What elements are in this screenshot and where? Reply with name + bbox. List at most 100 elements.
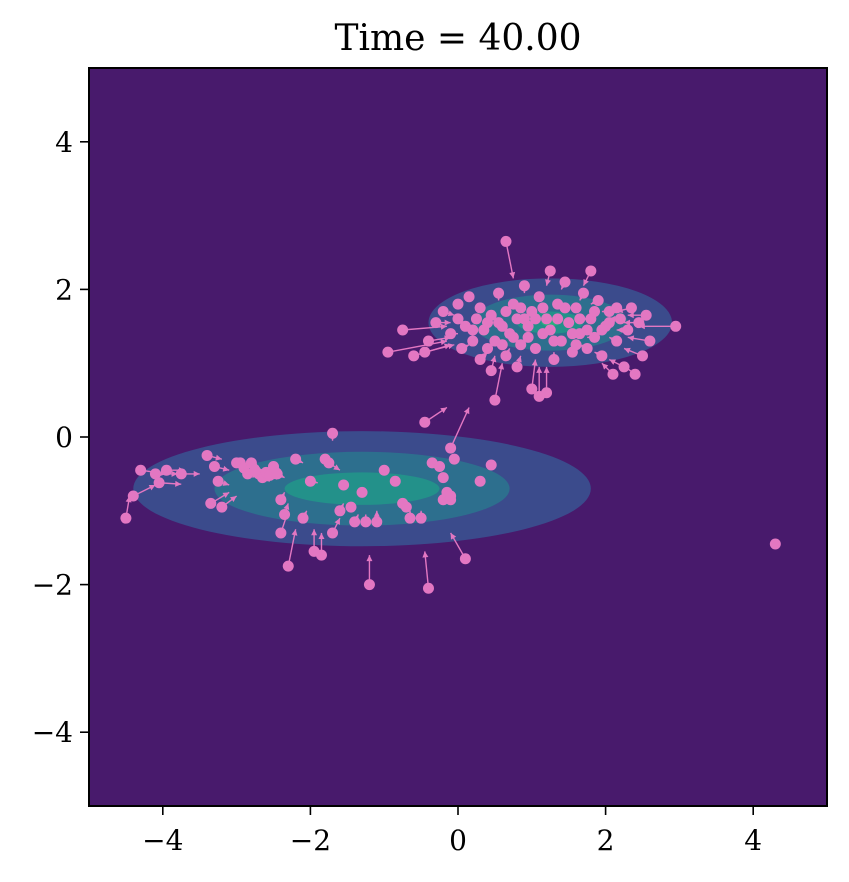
arrow-head: [125, 496, 132, 503]
particle-point: [120, 512, 132, 524]
particle-point: [212, 475, 224, 487]
arrow-head: [601, 363, 609, 370]
arrow-head: [193, 470, 200, 477]
arrow-head: [148, 484, 156, 491]
particle-point: [297, 512, 309, 524]
arrow-head: [536, 366, 543, 373]
particle-point: [625, 302, 637, 314]
arrow-head: [543, 366, 550, 373]
particle-point: [445, 442, 457, 454]
particle-point: [456, 342, 468, 354]
arrow-head: [624, 347, 631, 354]
particle-point: [559, 276, 571, 288]
particle-point: [474, 354, 486, 366]
particle-point: [459, 553, 471, 565]
particle-point: [327, 427, 339, 439]
particle-point: [271, 468, 283, 480]
arrow-head: [498, 363, 505, 370]
particle-point: [496, 339, 508, 351]
particle-point: [629, 368, 641, 380]
arrow-head: [175, 480, 182, 487]
velocity-arrow: [505, 241, 515, 279]
arrow-head: [627, 335, 635, 342]
arrow-head: [291, 529, 298, 536]
particle-point: [482, 342, 494, 354]
arrow-head: [444, 319, 451, 326]
particle-point: [404, 512, 416, 524]
particle-point: [640, 309, 652, 321]
particle-point: [644, 335, 656, 347]
particle-point: [448, 453, 460, 465]
arrow-head: [318, 532, 325, 539]
particle-point: [552, 313, 564, 325]
arrow-head: [490, 355, 497, 363]
particle-point: [515, 339, 527, 351]
y-tick-label: −2: [32, 569, 73, 602]
particle-point: [541, 313, 553, 325]
arrow-head: [334, 518, 340, 525]
particle-point: [349, 516, 361, 528]
particle-point: [463, 291, 475, 303]
particle-point: [526, 383, 538, 395]
arrow-head: [450, 532, 457, 540]
particle-point: [400, 501, 412, 513]
arrow-head: [222, 480, 230, 486]
x-tick-label: 4: [744, 824, 762, 857]
particle-point: [205, 497, 217, 509]
particle-point: [445, 328, 457, 340]
particle-point: [603, 317, 615, 329]
arrow-head: [624, 319, 631, 326]
particle-point: [175, 468, 187, 480]
particle-point: [548, 335, 560, 347]
arrow-head: [373, 510, 380, 517]
particle-point: [637, 350, 648, 362]
arrow-head: [222, 492, 230, 499]
particle-point: [338, 479, 350, 491]
arrow-head: [545, 279, 551, 286]
particle-point: [518, 313, 530, 325]
particle-point: [437, 306, 449, 318]
particle-point: [345, 501, 357, 513]
particle-point: [769, 538, 781, 550]
particle-point: [323, 457, 335, 469]
particle-point: [304, 475, 316, 487]
particle-point: [500, 350, 512, 362]
particle-point: [470, 313, 482, 325]
particle-point: [282, 560, 294, 572]
particle-point: [315, 549, 327, 561]
particle-point: [577, 287, 589, 299]
arrow-head: [333, 464, 340, 471]
particle-point: [216, 501, 228, 513]
particle-point: [518, 280, 530, 292]
arrow-head: [222, 465, 230, 472]
arrow-head: [230, 496, 237, 503]
particle-point: [607, 368, 619, 380]
arrow-head: [422, 551, 429, 558]
particle-point: [618, 361, 630, 373]
particle-point: [581, 342, 593, 354]
particle-point: [382, 346, 394, 358]
particle-point: [633, 317, 645, 329]
particle-point: [570, 339, 582, 351]
particle-point: [585, 265, 597, 277]
particle-point: [201, 449, 213, 461]
particle-point: [507, 331, 519, 343]
x-tick-label: 0: [449, 824, 467, 857]
arrow-head: [531, 359, 538, 366]
arrow-head: [481, 352, 488, 359]
particle-point: [544, 265, 556, 277]
particle-point: [275, 527, 287, 539]
arrow-head: [509, 271, 516, 279]
arrow-head: [447, 310, 455, 317]
particle-point: [614, 313, 626, 325]
arrow-head: [440, 407, 447, 414]
particle-point: [356, 486, 368, 498]
particle-point: [389, 475, 401, 487]
particle-point: [537, 302, 549, 314]
particle-point: [489, 394, 501, 406]
particle-point: [533, 291, 545, 303]
particle-point: [574, 313, 586, 325]
particle-point: [360, 516, 372, 528]
particle-point: [515, 302, 527, 314]
x-tick-label: −2: [290, 824, 331, 857]
